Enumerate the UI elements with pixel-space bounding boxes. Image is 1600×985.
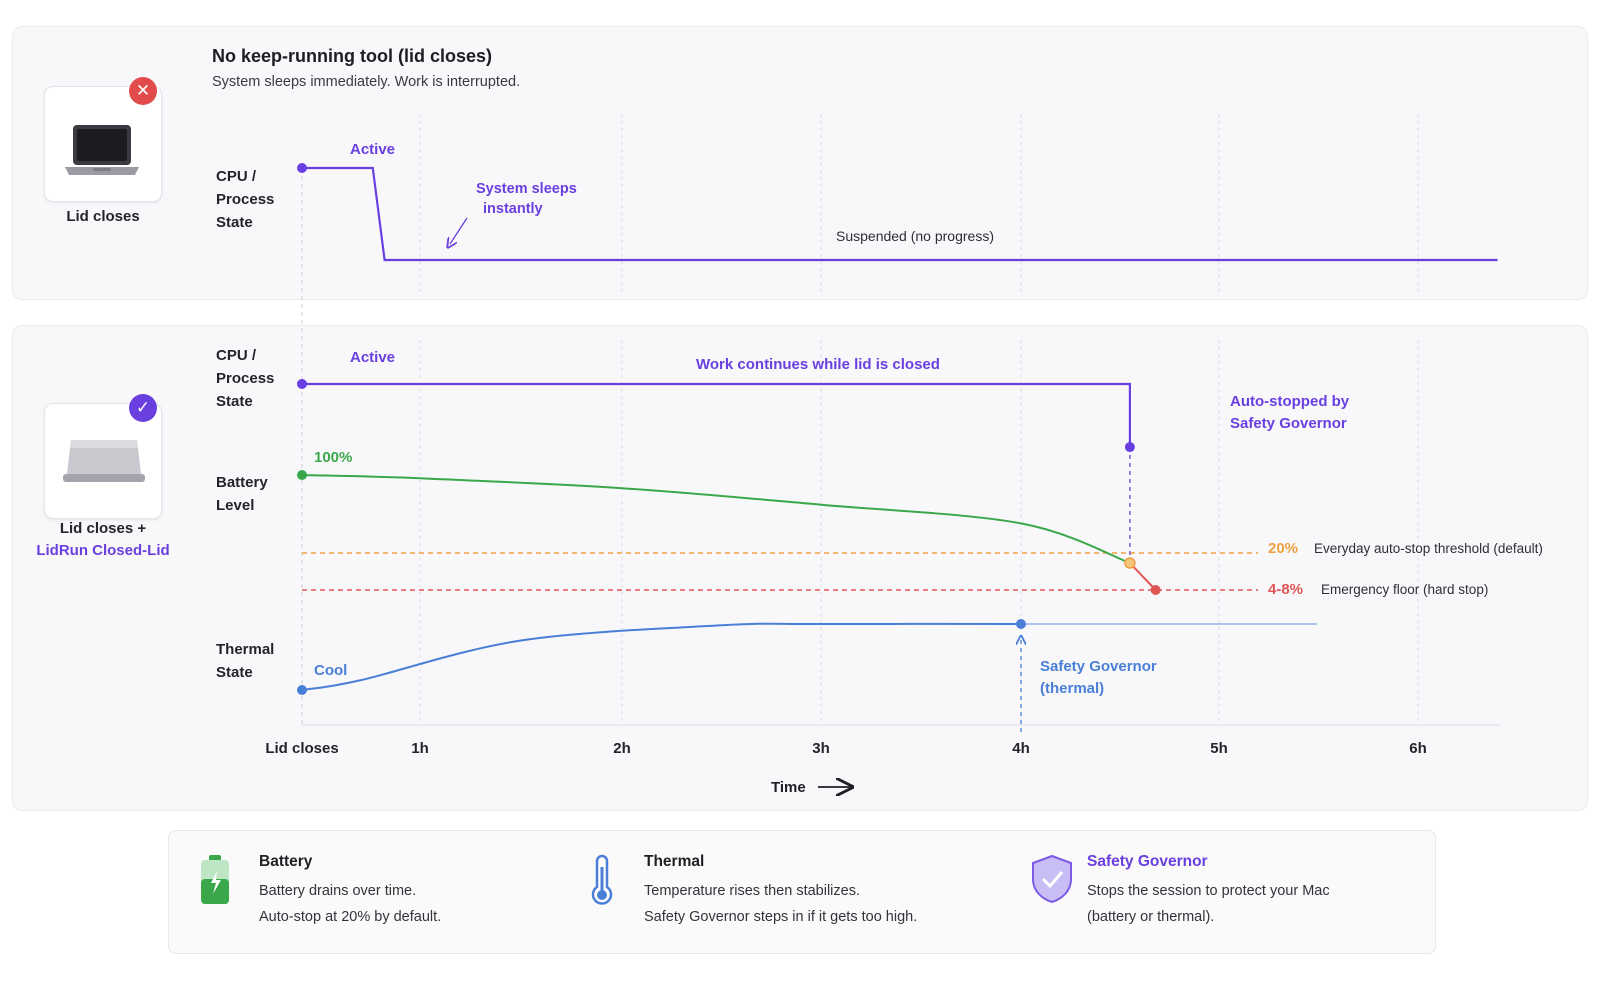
thermal-governor-dot: [1016, 619, 1026, 629]
check-icon: ✓: [129, 394, 157, 422]
legend-thermal-line1: Temperature rises then stabilizes.: [644, 883, 860, 899]
floor-value: 4-8%: [1268, 581, 1303, 598]
top-cpu-start-dot: [297, 163, 307, 173]
x-icon: ✕: [129, 77, 157, 105]
thermal-line: [301, 622, 1022, 691]
suspended-label: Suspended (no progress): [836, 228, 994, 244]
legend-governor-line2: (battery or thermal).: [1087, 909, 1215, 925]
cpu-label-3: State: [216, 393, 253, 410]
legend-thermal-line2: Safety Governor steps in if it gets too …: [644, 909, 918, 925]
battery-start-label: 100%: [314, 449, 352, 466]
legend-governor-title: Safety Governor: [1087, 853, 1208, 870]
shield-icon: [1032, 854, 1072, 904]
bottom-cpu-start-dot: [297, 379, 307, 389]
top-row-label-1: CPU /: [216, 168, 257, 185]
top-active-label: Active: [350, 141, 395, 158]
auto-stop-note-2: Safety Governor: [1230, 415, 1347, 432]
cool-label: Cool: [314, 662, 347, 679]
x-axis-label: Time: [771, 779, 806, 796]
threshold-20-value: 20%: [1268, 540, 1298, 557]
laptop-open-card: ✕: [44, 77, 162, 202]
grid-lines: [419, 114, 1419, 725]
thermal-label-1: Thermal: [216, 641, 274, 658]
battery-line: [301, 474, 1131, 564]
auto-stop-note-1: Auto-stopped by: [1230, 393, 1350, 410]
x-tick-label: 5h: [1210, 740, 1228, 757]
floor-text: Emergency floor (hard stop): [1321, 582, 1488, 597]
battery-start-dot: [297, 470, 307, 480]
legend-battery: Battery Battery drains over time. Auto-s…: [169, 831, 569, 955]
thermal-label-2: State: [216, 664, 253, 681]
legend-battery-title: Battery: [259, 853, 313, 870]
legend-thermal: Thermal Temperature rises then stabilize…: [569, 831, 1009, 955]
legend-battery-line1: Battery drains over time.: [259, 883, 417, 899]
governor-note-2: (thermal): [1040, 680, 1104, 697]
battery-icon: [201, 855, 229, 904]
threshold-20-text: Everyday auto-stop threshold (default): [1314, 541, 1543, 556]
battery-threshold-dot: [1124, 557, 1136, 569]
battery-label-2: Level: [216, 497, 254, 514]
governor-note-1: Safety Governor: [1040, 658, 1157, 675]
card-label-line1: Lid closes +: [59, 520, 147, 537]
sleep-arrow: [450, 217, 468, 244]
x-tick-label: 4h: [1012, 740, 1030, 757]
card-label-line2: LidRun Closed-Lid: [36, 542, 170, 559]
bottom-cpu-line: [302, 382, 1131, 448]
legend-governor: Safety Governor Stops the session to pro…: [1009, 831, 1437, 955]
x-tick-label: 6h: [1409, 740, 1427, 757]
top-title: No keep-running tool (lid closes): [212, 46, 493, 66]
laptop-closed-icon: [63, 440, 145, 482]
sleep-note-1: System sleeps: [476, 181, 577, 197]
thermal-start-dot: [297, 685, 307, 695]
legend-box: Battery Battery drains over time. Auto-s…: [168, 830, 1436, 954]
battery-label-1: Battery: [216, 474, 268, 491]
laptop-closed-card: ✓: [44, 394, 162, 519]
card-label-lid-closes: Lid closes: [66, 208, 140, 225]
legend-governor-line1: Stops the session to protect your Mac: [1087, 883, 1330, 899]
x-tick-label: 2h: [613, 740, 631, 757]
x-tick-label: 1h: [411, 740, 429, 757]
thermometer-icon: [591, 854, 613, 905]
sleep-note-2: instantly: [483, 201, 543, 217]
top-row-label-2: Process: [216, 191, 274, 208]
top-panel: [12, 26, 1588, 300]
top-cpu-line: [302, 166, 1498, 262]
top-row-label-3: State: [216, 214, 253, 231]
bottom-panel: [12, 325, 1588, 811]
battery-floor-dot: [1150, 585, 1161, 595]
x-tick-label: Lid closes: [265, 740, 338, 757]
legend-thermal-title: Thermal: [644, 853, 705, 870]
x-tick-label: 3h: [812, 740, 830, 757]
legend-battery-line2: Auto-stop at 20% by default.: [259, 909, 442, 925]
cpu-label-2: Process: [216, 370, 274, 387]
battery-drop-line: [1129, 562, 1157, 591]
laptop-open-icon: [65, 125, 139, 175]
x-axis-ticks: Lid closes 1h 2h 3h 4h 5h 6h: [265, 740, 1426, 757]
cpu-label-1: CPU /: [216, 347, 257, 364]
bottom-active-label: Active: [350, 349, 395, 366]
work-continues-label: Work continues while lid is closed: [696, 356, 940, 373]
top-subtitle: System sleeps immediately. Work is inter…: [212, 74, 521, 90]
